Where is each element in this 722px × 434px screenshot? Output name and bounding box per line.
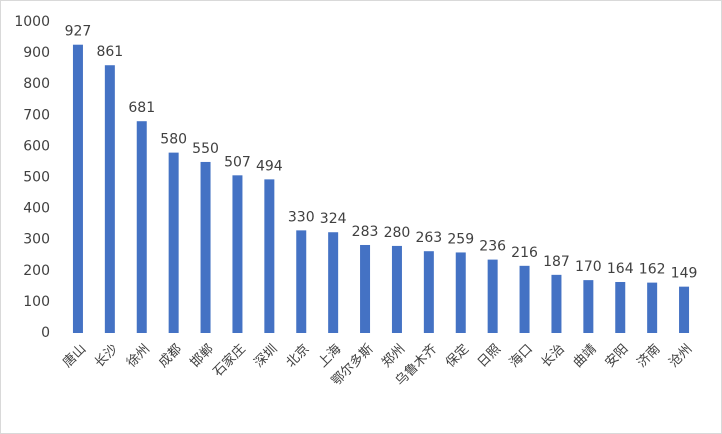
y-tick-label: 800 <box>23 76 50 92</box>
value-label: 550 <box>192 141 219 157</box>
bar <box>360 244 371 333</box>
value-label: 283 <box>352 224 379 240</box>
bar <box>296 230 307 333</box>
value-label: 324 <box>320 211 347 227</box>
value-label: 162 <box>639 262 666 278</box>
value-label: 149 <box>671 266 698 282</box>
y-tick-label: 200 <box>23 263 50 279</box>
y-tick-label: 500 <box>23 170 50 186</box>
value-label: 861 <box>96 44 123 60</box>
y-tick-label: 100 <box>23 294 50 310</box>
value-label: 236 <box>479 239 506 255</box>
value-label: 164 <box>607 261 634 277</box>
value-label: 259 <box>447 231 474 247</box>
bar <box>615 281 626 333</box>
value-label: 494 <box>256 158 283 174</box>
bar <box>232 175 243 333</box>
bar <box>104 65 115 333</box>
value-label: 187 <box>543 254 570 270</box>
value-label: 263 <box>415 230 442 246</box>
value-label: 170 <box>575 259 602 275</box>
bar <box>551 274 562 333</box>
bar <box>455 252 466 333</box>
value-label: 681 <box>128 100 155 116</box>
bar <box>519 265 530 333</box>
bar <box>328 232 339 333</box>
bar <box>391 245 402 333</box>
value-label: 507 <box>224 154 251 170</box>
value-label: 216 <box>511 245 538 261</box>
value-label: 280 <box>384 225 411 241</box>
bar <box>583 280 594 333</box>
value-label: 927 <box>65 24 92 40</box>
y-tick-label: 600 <box>23 138 50 154</box>
bar <box>647 282 658 333</box>
bar <box>136 121 147 333</box>
value-label: 580 <box>160 132 187 148</box>
bar <box>487 259 498 333</box>
bar <box>168 152 179 333</box>
bar <box>264 179 275 333</box>
y-tick-label: 900 <box>23 45 50 61</box>
y-tick-label: 400 <box>23 201 50 217</box>
y-tick-label: 700 <box>23 107 50 123</box>
y-tick-label: 1000 <box>14 14 50 30</box>
y-tick-label: 0 <box>41 325 50 341</box>
bar <box>423 251 434 333</box>
y-tick-label: 300 <box>23 232 50 248</box>
value-label: 330 <box>288 209 315 225</box>
bar <box>679 286 690 333</box>
bar <box>200 161 211 333</box>
bar <box>72 44 83 333</box>
